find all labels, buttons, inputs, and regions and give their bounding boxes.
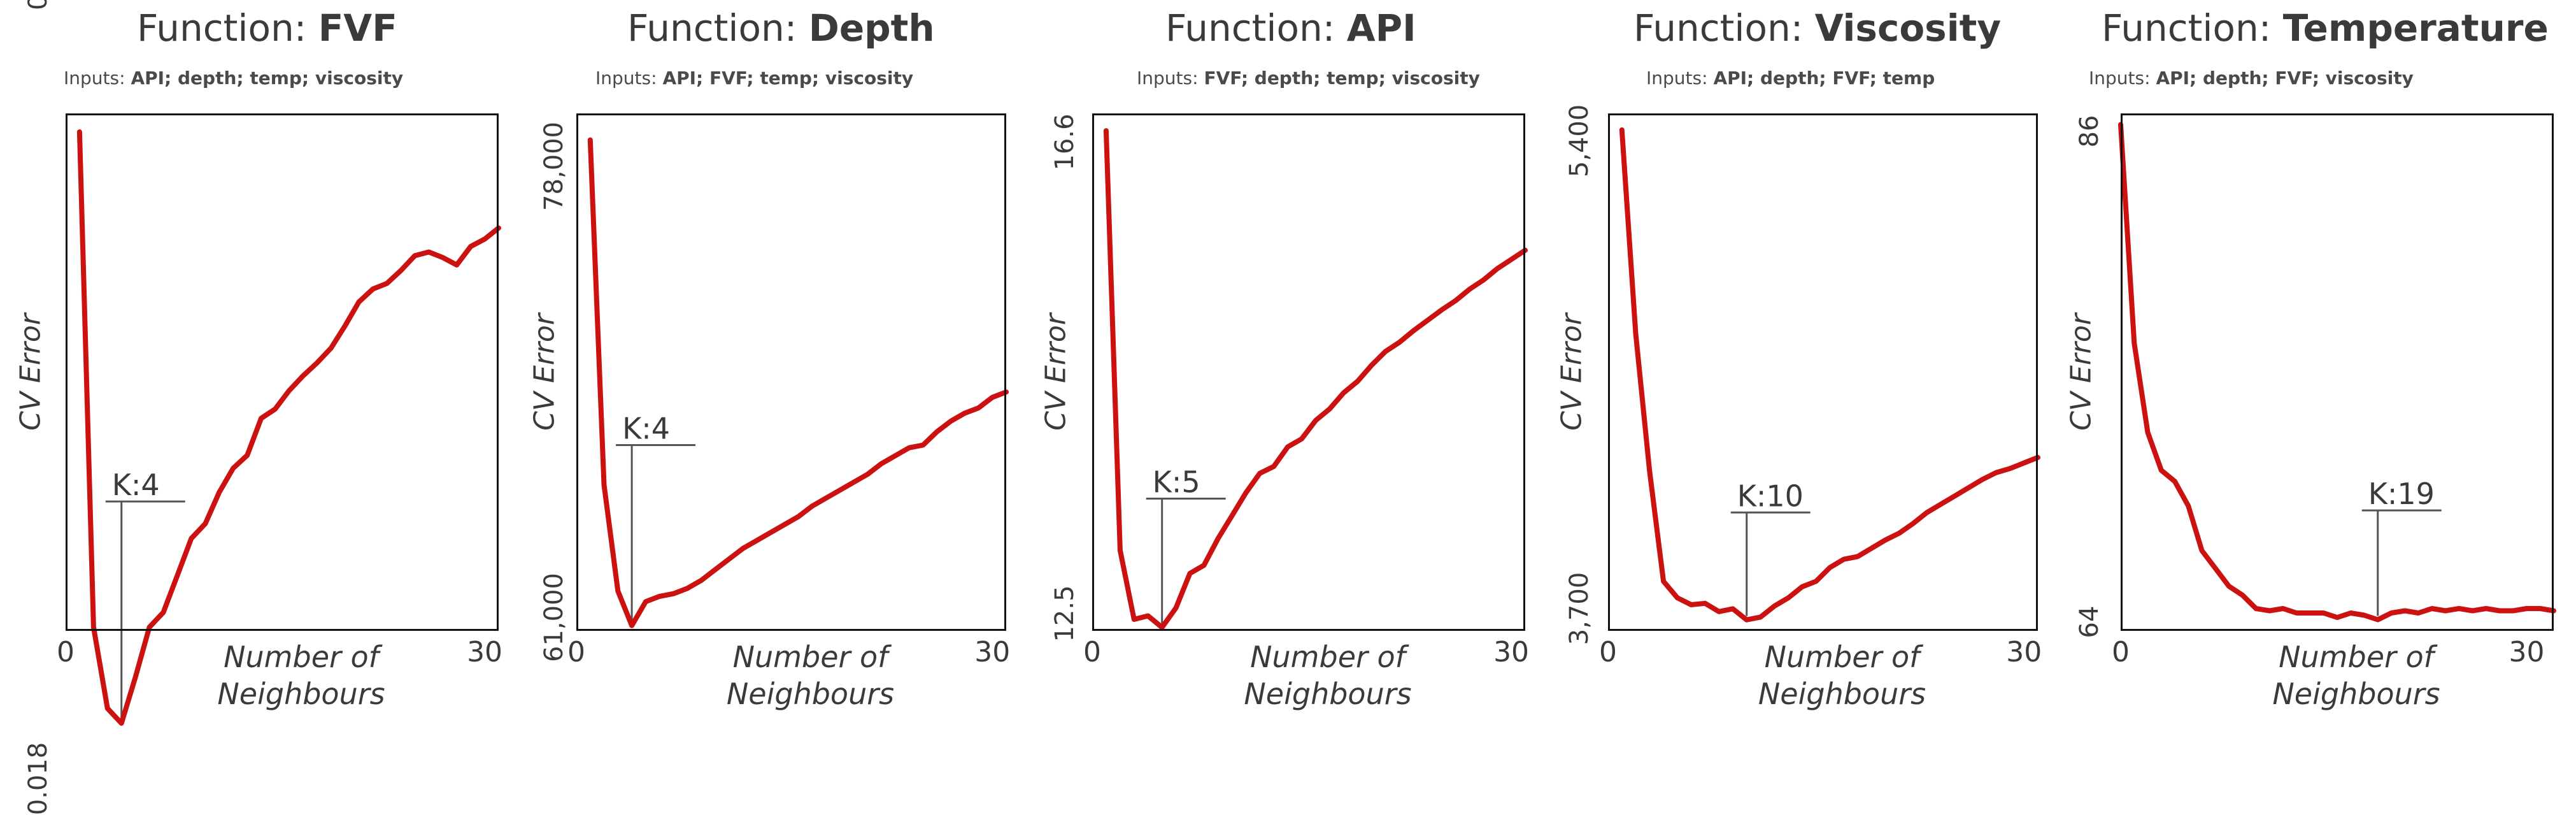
chart-subtitle: Inputs: API; depth; FVF; viscosity xyxy=(2089,68,2414,89)
x-axis-label-line-1: Number of xyxy=(1250,640,1405,674)
chart-title-prefix: Function: xyxy=(627,6,809,50)
k-annotation-label: K:5 xyxy=(1153,465,1200,499)
y-axis-label: CV Error xyxy=(1555,314,1588,431)
x-tick-label: 0 xyxy=(567,636,585,668)
chart-subtitle-inputs: API; depth; FVF; temp xyxy=(1713,68,1935,89)
chart-subtitle: Inputs: FVF; depth; temp; viscosity xyxy=(1137,68,1480,89)
series-line-cv-error xyxy=(587,137,1009,628)
chart-subtitle-inputs: API; depth; FVF; viscosity xyxy=(2156,68,2414,89)
plot-frame xyxy=(2121,113,2554,631)
chart-subtitle-prefix: Inputs: xyxy=(1646,68,1714,89)
y-axis-label: CV Error xyxy=(14,314,47,431)
chart-title: Function: Depth xyxy=(627,6,935,50)
plot-area: K:4 xyxy=(576,113,1009,631)
chart-subtitle-inputs: FVF; depth; temp; viscosity xyxy=(1204,68,1480,89)
x-tick-label: 0 xyxy=(1599,636,1617,668)
x-tick-label: 30 xyxy=(2508,636,2545,668)
x-tick-label: 0 xyxy=(2112,636,2130,668)
series-line-cv-error xyxy=(1103,128,1528,630)
plot-frame xyxy=(576,113,1006,631)
chart-subtitle: Inputs: API; depth; FVF; temp xyxy=(1646,68,1935,89)
x-tick-label: 30 xyxy=(2006,636,2042,668)
series-line-cv-error xyxy=(2118,122,2556,623)
x-axis-label: Number of Neighbours xyxy=(1244,638,1411,712)
chart-grid: Function: FVF Inputs: API; depth; temp; v… xyxy=(14,0,2556,815)
chart-title-function-name: Temperature xyxy=(2282,6,2549,50)
chart-subtitle-prefix: Inputs: xyxy=(2089,68,2156,89)
chart-title-prefix: Function: xyxy=(1633,6,1815,50)
x-axis-label: Number of Neighbours xyxy=(727,638,894,712)
k-annotation-label: K:4 xyxy=(622,412,670,446)
x-tick-label: 30 xyxy=(974,636,1011,668)
chart-title: Function: FVF xyxy=(137,6,397,50)
y-tick-label: 61,000 xyxy=(539,573,569,663)
series-line-cv-error xyxy=(1619,127,2040,623)
chart-title-function-name: API xyxy=(1346,6,1416,50)
x-axis-label: Number of Neighbours xyxy=(217,638,385,712)
chart-subtitle-prefix: Inputs: xyxy=(595,68,663,89)
chart-title-function-name: Viscosity xyxy=(1814,6,2002,50)
y-tick-label: 5,400 xyxy=(1565,104,1594,178)
plot-area: K:4 xyxy=(66,113,501,726)
y-tick-label: 16.6 xyxy=(1050,113,1079,171)
chart-subtitle-inputs: API; depth; temp; viscosity xyxy=(131,68,404,89)
chart-title-prefix: Function: xyxy=(137,6,318,50)
y-axis-label: CV Error xyxy=(528,314,561,431)
y-axis-label: CV Error xyxy=(2065,314,2098,431)
k-annotation-label: K:19 xyxy=(2368,477,2435,511)
plot-area: K:10 xyxy=(1608,113,2040,631)
x-axis-label-line-2: Neighbours xyxy=(1244,677,1412,711)
chart-title-prefix: Function: xyxy=(2102,6,2283,50)
chart-title: Function: API xyxy=(1165,6,1416,50)
y-tick-label: 0.018 xyxy=(24,742,53,815)
chart-subtitle-prefix: Inputs: xyxy=(64,68,131,89)
chart-subtitle: Inputs: API; FVF; temp; viscosity xyxy=(595,68,913,89)
x-axis-label-line-1: Number of xyxy=(224,640,379,674)
k-annotation-label: K:10 xyxy=(1737,479,1804,513)
plot-area: K:19 xyxy=(2118,113,2556,631)
x-axis-label-line-1: Number of xyxy=(2279,640,2434,674)
x-axis-label: Number of Neighbours xyxy=(2272,638,2440,712)
x-axis-label-line-2: Neighbours xyxy=(1758,677,1926,711)
x-axis-label-line-1: Number of xyxy=(732,640,888,674)
x-axis-label-line-2: Neighbours xyxy=(217,677,385,711)
x-tick-label: 30 xyxy=(1493,636,1530,668)
y-tick-label: 64 xyxy=(2075,605,2104,638)
y-tick-label: 3,700 xyxy=(1565,572,1594,646)
y-tick-label: 12.5 xyxy=(1050,585,1079,642)
plot-frame xyxy=(1092,113,1525,631)
chart-title: Function: Viscosity xyxy=(1633,6,2001,50)
plot-area: K:5 xyxy=(1092,113,1528,631)
chart-subtitle-prefix: Inputs: xyxy=(1137,68,1204,89)
chart-subtitle-inputs: API; FVF; temp; viscosity xyxy=(662,68,914,89)
y-tick-label: 86 xyxy=(2075,115,2104,148)
plot-frame xyxy=(66,113,499,631)
series-line-cv-error xyxy=(76,129,501,726)
x-tick-label: 0 xyxy=(57,636,75,668)
x-tick-label: 30 xyxy=(467,636,503,668)
x-axis-label-line-2: Neighbours xyxy=(726,677,895,711)
chart-title-function-name: Depth xyxy=(808,6,935,50)
k-annotation-label: K:4 xyxy=(112,468,160,502)
x-axis-label-line-2: Neighbours xyxy=(2272,677,2440,711)
y-tick-label: 0.0136 xyxy=(24,0,53,10)
plot-frame xyxy=(1608,113,2038,631)
chart-title-prefix: Function: xyxy=(1165,6,1347,50)
y-axis-label: CV Error xyxy=(1039,314,1072,431)
x-axis-label-line-1: Number of xyxy=(1764,640,1920,674)
x-axis-label: Number of Neighbours xyxy=(1758,638,1926,712)
y-tick-label: 78,000 xyxy=(539,122,569,212)
chart-subtitle: Inputs: API; depth; temp; viscosity xyxy=(64,68,403,89)
x-tick-label: 0 xyxy=(1083,636,1101,668)
chart-title: Function: Temperature xyxy=(2102,6,2549,50)
chart-title-function-name: FVF xyxy=(318,6,397,50)
